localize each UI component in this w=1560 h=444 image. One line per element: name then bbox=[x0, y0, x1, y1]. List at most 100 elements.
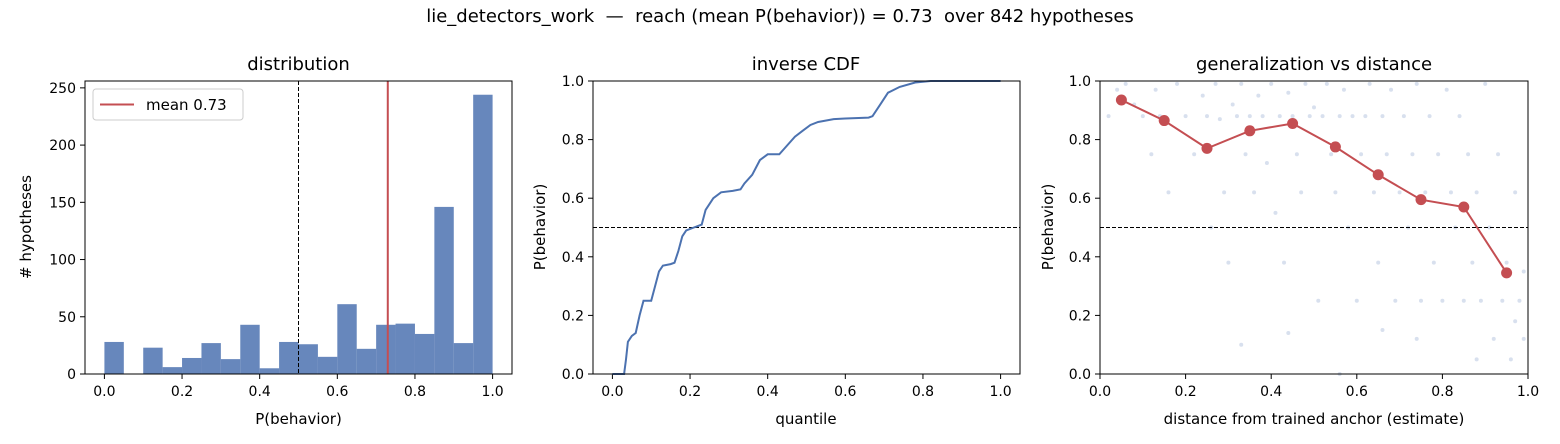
inverse-cdf-ytick-label: 1.0 bbox=[562, 74, 584, 90]
histogram-bar bbox=[182, 357, 202, 374]
scatter-point bbox=[1444, 87, 1449, 92]
generalization-ytick-label: 0.0 bbox=[1069, 367, 1091, 383]
legend-mean-label: mean 0.73 bbox=[146, 96, 227, 114]
scatter-point bbox=[1466, 152, 1471, 157]
scatter-point bbox=[1316, 298, 1321, 303]
scatter-point bbox=[1483, 81, 1488, 86]
histogram-bar bbox=[317, 356, 338, 374]
scatter-point bbox=[1260, 114, 1265, 119]
binned-mean-marker bbox=[1329, 141, 1341, 153]
scatter-point bbox=[1252, 190, 1257, 195]
scatter-point bbox=[1243, 152, 1248, 157]
scatter-point bbox=[1140, 114, 1145, 119]
generalization-xtick-label: 0.2 bbox=[1174, 384, 1196, 400]
generalization-title: generalization vs distance bbox=[1196, 54, 1432, 75]
scatter-point bbox=[1273, 210, 1278, 215]
scatter-point bbox=[1363, 114, 1368, 119]
scatter-point bbox=[1307, 114, 1312, 119]
inverse-cdf-frame bbox=[592, 80, 1021, 375]
scatter-point bbox=[1290, 114, 1295, 119]
scatter-point bbox=[1371, 190, 1376, 195]
histogram-bar bbox=[376, 324, 396, 374]
histogram-bar bbox=[337, 304, 357, 374]
scatter-point bbox=[1440, 298, 1445, 303]
scatter-point bbox=[1470, 260, 1475, 265]
inverse-cdf-ytick-label: 0.4 bbox=[562, 250, 584, 266]
scatter-point bbox=[1247, 114, 1252, 119]
distribution-frame bbox=[84, 80, 513, 375]
scatter-point bbox=[1337, 114, 1342, 119]
scatter-point bbox=[1376, 260, 1381, 265]
scatter-point bbox=[1427, 114, 1432, 119]
scatter-point bbox=[1234, 114, 1239, 119]
scatter-point bbox=[1256, 93, 1261, 98]
histogram-bar bbox=[395, 323, 415, 374]
histogram-bar bbox=[240, 324, 260, 374]
scatter-point bbox=[1153, 87, 1158, 92]
scatter-point bbox=[1350, 114, 1355, 119]
scatter-point bbox=[1333, 190, 1338, 195]
generalization-frame bbox=[1099, 80, 1529, 375]
scatter-point bbox=[1393, 298, 1398, 303]
binned-mean-marker bbox=[1287, 117, 1299, 129]
scatter-point bbox=[1354, 298, 1359, 303]
histogram-bar bbox=[473, 94, 493, 374]
scatter-point bbox=[1389, 87, 1394, 92]
generalization-xtick-label: 0.0 bbox=[1089, 384, 1111, 400]
scatter-point bbox=[1496, 152, 1501, 157]
inverse-cdf-ylabel: P(behavior) bbox=[531, 184, 549, 271]
distribution-ylabel: # hypotheses bbox=[17, 175, 35, 279]
scatter-point bbox=[1166, 190, 1171, 195]
binned-mean-marker bbox=[1415, 194, 1427, 206]
scatter-point bbox=[1474, 190, 1479, 195]
inverse-cdf-xtick-label: 1.0 bbox=[989, 384, 1011, 400]
distribution-xtick-label: 0.8 bbox=[404, 384, 426, 400]
binned-mean-marker bbox=[1458, 201, 1470, 213]
inverse-cdf-xtick-label: 0.4 bbox=[757, 384, 779, 400]
inverse-cdf-ytick-label: 0.2 bbox=[562, 308, 584, 324]
distribution-xtick-label: 0.2 bbox=[171, 384, 193, 400]
generalization-ytick-label: 0.2 bbox=[1069, 308, 1091, 324]
distribution-xtick-label: 1.0 bbox=[481, 384, 503, 400]
scatter-point bbox=[1448, 190, 1453, 195]
scatter-point bbox=[1269, 81, 1274, 86]
generalization-ytick-label: 1.0 bbox=[1069, 74, 1091, 90]
scatter-point bbox=[1230, 102, 1235, 107]
generalization-ytick-label: 0.8 bbox=[1069, 133, 1091, 149]
distribution-xlabel: P(behavior) bbox=[255, 410, 342, 428]
scatter-point bbox=[1324, 81, 1329, 86]
distribution-ytick-label: 250 bbox=[49, 81, 76, 97]
inverse-cdf-title: inverse CDF bbox=[752, 54, 861, 75]
scatter-point bbox=[1217, 117, 1222, 122]
histogram-bar bbox=[143, 347, 163, 374]
scatter-point bbox=[1491, 336, 1496, 341]
scatter-point bbox=[1286, 330, 1291, 335]
histogram-bar bbox=[220, 359, 241, 374]
scatter-point bbox=[1517, 298, 1522, 303]
distribution-ytick-label: 0 bbox=[67, 367, 76, 383]
generalization-ytick-label: 0.4 bbox=[1069, 250, 1091, 266]
histogram-bar bbox=[453, 343, 474, 374]
scatter-point bbox=[1200, 93, 1205, 98]
histogram-bar bbox=[298, 344, 318, 374]
scatter-point bbox=[1384, 152, 1389, 157]
scatter-point bbox=[1239, 81, 1244, 86]
scatter-point bbox=[1106, 114, 1111, 119]
inverse-cdf-xtick-label: 0.8 bbox=[912, 384, 934, 400]
inverse-cdf-ytick-label: 0.8 bbox=[562, 133, 584, 149]
scatter-point bbox=[1431, 260, 1436, 265]
scatter-point bbox=[1312, 105, 1316, 110]
distribution-ytick-label: 50 bbox=[58, 310, 76, 326]
binned-mean-marker bbox=[1115, 94, 1127, 106]
binned-mean-marker bbox=[1244, 125, 1256, 137]
inverse-cdf-panel: inverse CDF 0.0 0.2 0.4 0.6 0.8 1.00.00.20.40… bbox=[531, 54, 1021, 428]
generalization-xtick-label: 0.4 bbox=[1260, 384, 1282, 400]
scatter-point bbox=[1222, 190, 1227, 195]
inverse-cdf-xtick-label: 0.2 bbox=[679, 384, 701, 400]
binned-mean-marker bbox=[1501, 267, 1513, 279]
scatter-point bbox=[1419, 298, 1423, 303]
histogram-bar bbox=[434, 206, 454, 374]
generalization-ylabel: P(behavior) bbox=[1039, 184, 1057, 271]
generalization-ytick-label: 0.6 bbox=[1069, 191, 1091, 207]
